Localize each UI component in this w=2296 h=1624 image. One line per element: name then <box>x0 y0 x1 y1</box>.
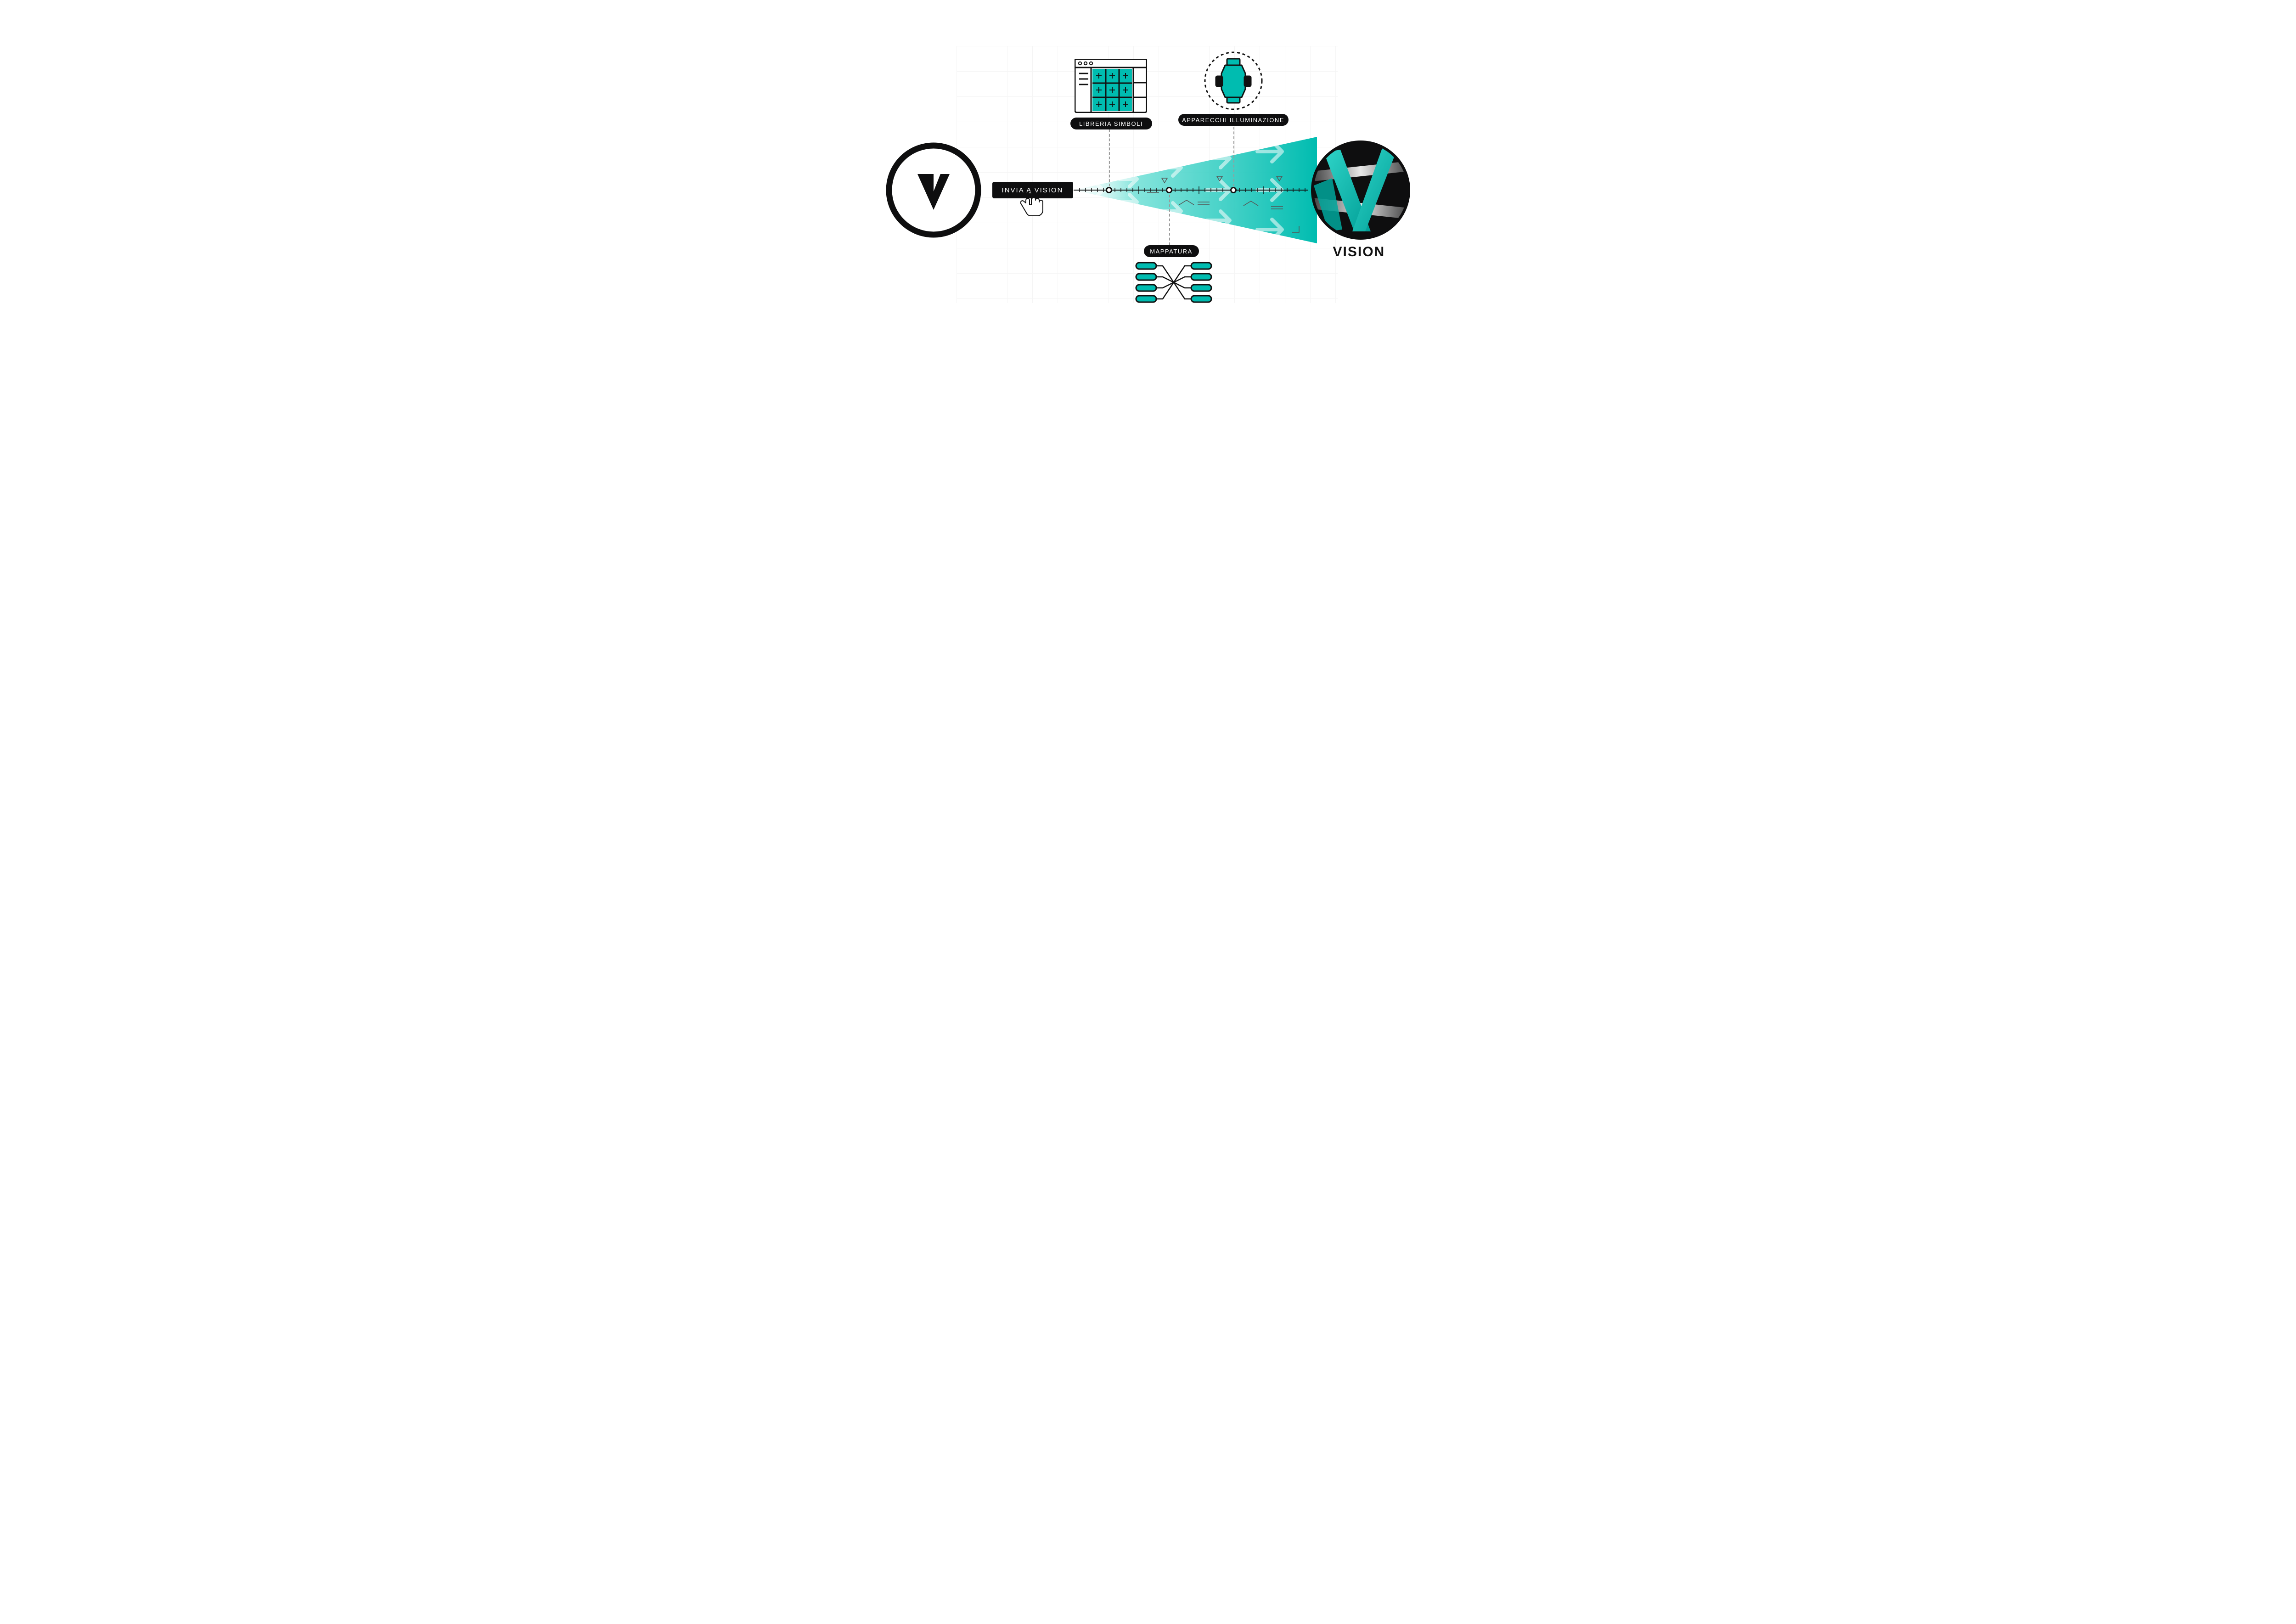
node-libreria <box>1106 187 1112 193</box>
dash-apparecchi <box>1233 127 1234 186</box>
dash-mappatura <box>1169 195 1170 245</box>
label-libreria: LIBRERIA SIMBOLI <box>1070 118 1152 129</box>
node-mappatura <box>1166 187 1172 193</box>
mapping-icon <box>1134 260 1213 308</box>
label-apparecchi: APPARECCHI ILLUMINAZIONE <box>1178 114 1289 126</box>
dash-libreria <box>1109 129 1110 186</box>
node-apparecchi <box>1230 187 1237 193</box>
symbol-library-icon <box>1075 59 1147 113</box>
vision-title: VISION <box>1333 244 1385 260</box>
lighting-fixture-icon <box>1203 51 1264 111</box>
vectorworks-logo <box>884 141 983 239</box>
pointer-cursor-icon <box>1020 191 1047 222</box>
diagram-stage: VISION INVIA A VISION <box>830 0 1466 406</box>
vision-logo <box>1310 140 1411 241</box>
label-mappatura: MAPPATURA <box>1144 245 1199 257</box>
